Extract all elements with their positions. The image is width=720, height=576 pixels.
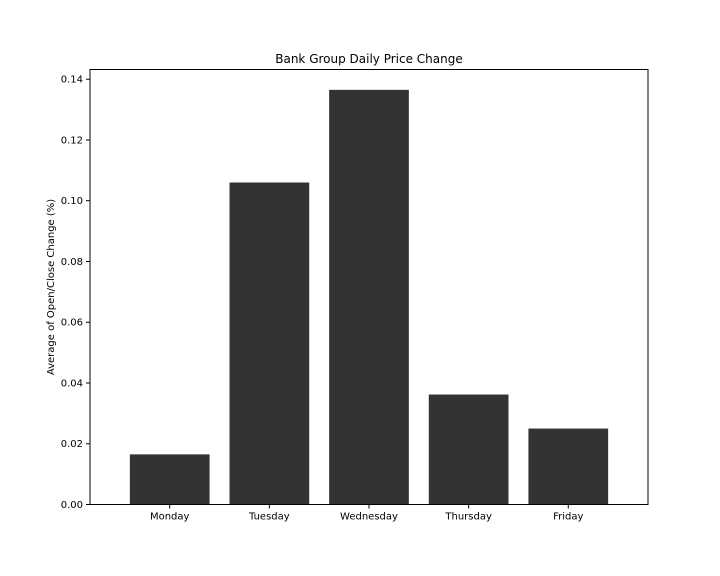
y-axis-label: Average of Open/Close Change (%) <box>46 199 57 375</box>
x-tick-label: Wednesday <box>340 512 398 523</box>
y-tick-label: 0.10 <box>61 196 83 207</box>
y-tick-label: 0.00 <box>61 500 83 511</box>
bar-tuesday <box>229 182 310 505</box>
y-axis-ticks: 0.00 0.02 0.04 0.06 0.08 0.10 0.12 0.14 <box>61 75 90 511</box>
x-tick-label: Friday <box>553 512 583 523</box>
y-tick-label: 0.14 <box>61 75 83 86</box>
x-axis-ticks: Monday Tuesday Wednesday Thursday Friday <box>150 504 584 523</box>
bar-thursday <box>428 394 509 505</box>
x-tick-label: Tuesday <box>248 512 290 523</box>
y-tick-label: 0.02 <box>61 439 83 450</box>
y-tick-label: 0.06 <box>61 318 83 329</box>
bar-friday <box>528 428 609 505</box>
bars-group <box>129 89 609 505</box>
x-tick-label: Monday <box>150 512 190 523</box>
plot-frame <box>89 69 649 505</box>
bar-wednesday <box>329 89 409 505</box>
chart-title: Bank Group Daily Price Change <box>275 52 463 66</box>
y-tick-label: 0.08 <box>61 257 83 268</box>
y-tick-label: 0.04 <box>61 378 83 389</box>
x-tick-label: Thursday <box>444 512 492 523</box>
y-tick-label: 0.12 <box>61 135 83 146</box>
bar-monday <box>129 454 210 505</box>
